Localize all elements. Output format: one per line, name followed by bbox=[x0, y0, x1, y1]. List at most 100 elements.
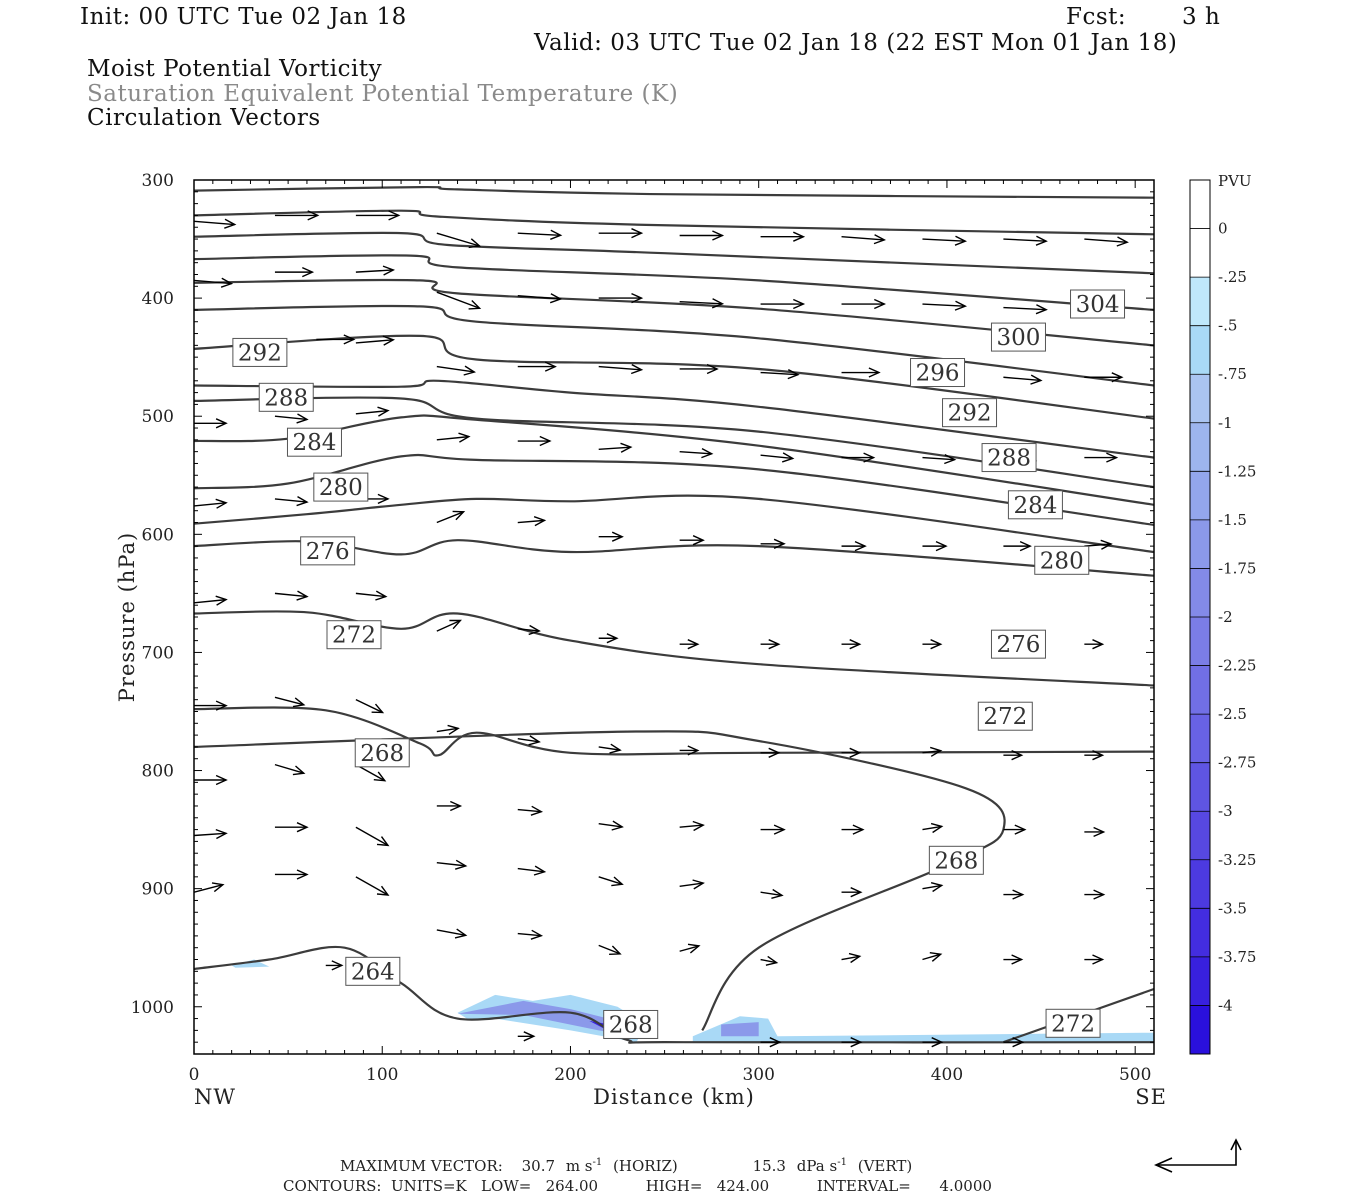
y-tick-label: 400 bbox=[142, 289, 174, 309]
colorbar-label: -4 bbox=[1218, 996, 1233, 1014]
pv-shade-region bbox=[692, 1016, 1154, 1043]
colorbar-label: -1.75 bbox=[1218, 559, 1256, 577]
valid-time: Valid: 03 UTC Tue 02 Jan 18 (22 EST Mon … bbox=[534, 30, 1178, 56]
circulation-vector bbox=[679, 745, 700, 756]
x-tick-label: 0 bbox=[189, 1065, 200, 1085]
circulation-vector bbox=[760, 639, 781, 650]
colorbar-label: -3 bbox=[1218, 802, 1233, 820]
circulation-vector bbox=[598, 363, 644, 375]
circulation-vector bbox=[436, 365, 476, 376]
circulation-vector bbox=[922, 453, 957, 465]
circulation-vector bbox=[598, 531, 624, 542]
contour-label: 272 bbox=[1045, 1008, 1101, 1038]
circulation-vector bbox=[436, 232, 482, 249]
colorbar-swatch bbox=[1190, 180, 1210, 229]
circulation-vector bbox=[355, 265, 396, 276]
circulation-vector bbox=[517, 929, 544, 940]
contour-label: 280 bbox=[313, 472, 369, 502]
circulation-vector bbox=[517, 624, 541, 636]
circulation-vector bbox=[760, 452, 795, 463]
field-title-pv: Moist Potential Vorticity bbox=[87, 56, 383, 82]
contour-label-text: 268 bbox=[934, 848, 978, 874]
circulation-vector bbox=[517, 516, 547, 527]
x-axis-left-end-label: NW bbox=[194, 1085, 236, 1109]
contour-label-text: 272 bbox=[983, 704, 1027, 730]
circulation-vector bbox=[436, 432, 471, 443]
circulation-vector bbox=[922, 300, 968, 311]
max-vector-label: MAXIMUM VECTOR: bbox=[340, 1157, 503, 1175]
circulation-vector bbox=[1003, 750, 1024, 761]
circulation-vector bbox=[841, 367, 881, 378]
contour-label-text: 284 bbox=[293, 430, 337, 456]
colorbar-label: -2.25 bbox=[1218, 657, 1256, 675]
y-tick-label: 800 bbox=[142, 762, 174, 782]
circulation-vector bbox=[274, 696, 306, 708]
circulation-vector bbox=[598, 820, 624, 831]
contour-label-text: 280 bbox=[1040, 548, 1084, 574]
circulation-vector bbox=[436, 800, 463, 812]
contour-label: 284 bbox=[286, 427, 342, 457]
y-axis-label: Pressure (hPa) bbox=[115, 532, 139, 702]
circulation-vector bbox=[598, 633, 619, 644]
x-tick-label: 400 bbox=[931, 1065, 963, 1085]
circulation-vector bbox=[760, 538, 786, 549]
circulation-vector bbox=[517, 1031, 536, 1042]
circulation-vector bbox=[194, 882, 225, 893]
circulation-vector bbox=[1003, 304, 1048, 315]
theta-contour-line bbox=[194, 379, 1154, 459]
max-vector-horiz-value: 30.7 bbox=[522, 1157, 555, 1175]
y-tick-label: 1000 bbox=[131, 998, 174, 1018]
field-title-theta: Saturation Equivalent Potential Temperat… bbox=[87, 81, 679, 107]
colorbar-swatch bbox=[1190, 1005, 1210, 1054]
x-tick-label: 300 bbox=[742, 1065, 774, 1085]
x-tick-label: 500 bbox=[1119, 1065, 1151, 1085]
circulation-vector bbox=[1003, 540, 1032, 552]
colorbar-label: -3.75 bbox=[1218, 948, 1256, 966]
contour-label-text: 268 bbox=[609, 1012, 653, 1038]
circulation-vector bbox=[517, 293, 563, 304]
pv-shade-region bbox=[231, 959, 270, 968]
circulation-vector bbox=[1003, 1037, 1025, 1048]
circulation-vector bbox=[679, 298, 725, 309]
y-tick-label: 500 bbox=[142, 407, 174, 427]
unit-exponent: -1 bbox=[837, 1157, 847, 1168]
circulation-vector bbox=[760, 231, 806, 242]
theta-contour-line bbox=[194, 231, 1154, 275]
contour-label-text: 284 bbox=[1013, 493, 1057, 519]
circulation-vector bbox=[1003, 374, 1043, 385]
circulation-vector bbox=[598, 876, 624, 887]
colorbar: PVU 0 -.25 -.5 -.75 -1 -1.25 -1.5 -1.75 -2 -2.25 -2… bbox=[1189, 172, 1256, 1055]
colorbar-swatch bbox=[1190, 811, 1210, 860]
colorbar-swatch bbox=[1190, 762, 1210, 812]
contour-label-text: 280 bbox=[319, 475, 363, 501]
contour-label-text: 292 bbox=[238, 340, 282, 366]
circulation-vector bbox=[760, 955, 779, 966]
circulation-vector bbox=[436, 619, 462, 632]
circulation-vector bbox=[436, 859, 468, 870]
circulation-vector bbox=[679, 535, 705, 546]
x-axis-label: Distance (km) bbox=[593, 1085, 755, 1109]
circulation-vector bbox=[841, 887, 863, 898]
circulation-vector bbox=[598, 743, 622, 754]
contour-label: 268 bbox=[354, 738, 410, 768]
circulation-vector bbox=[1003, 954, 1024, 965]
circulation-vector bbox=[355, 335, 396, 346]
colorbar-label: -3.5 bbox=[1218, 899, 1247, 917]
colorbar-swatch bbox=[1190, 956, 1210, 1006]
theta-contour-line bbox=[194, 209, 1154, 236]
theta-contour-line bbox=[194, 185, 1154, 199]
circulation-vector bbox=[841, 234, 887, 245]
contour-label-text: 292 bbox=[948, 401, 992, 427]
colorbar-label: -1 bbox=[1218, 414, 1233, 432]
circulation-vector bbox=[598, 292, 644, 304]
contour-label: 292 bbox=[232, 337, 288, 367]
circulation-vector bbox=[274, 210, 320, 221]
circulation-vector bbox=[760, 888, 784, 899]
circulation-vector bbox=[194, 218, 237, 229]
contour-label: 268 bbox=[603, 1009, 659, 1039]
contour-label-text: 304 bbox=[1076, 292, 1120, 318]
circulation-vector bbox=[355, 826, 390, 847]
theta-contour-line bbox=[194, 730, 1006, 1032]
contour-labels: 304 300 292 296 288 292 284 288 280 284 276 280 272 2… bbox=[232, 289, 1126, 1039]
circulation-vector bbox=[922, 1037, 944, 1048]
